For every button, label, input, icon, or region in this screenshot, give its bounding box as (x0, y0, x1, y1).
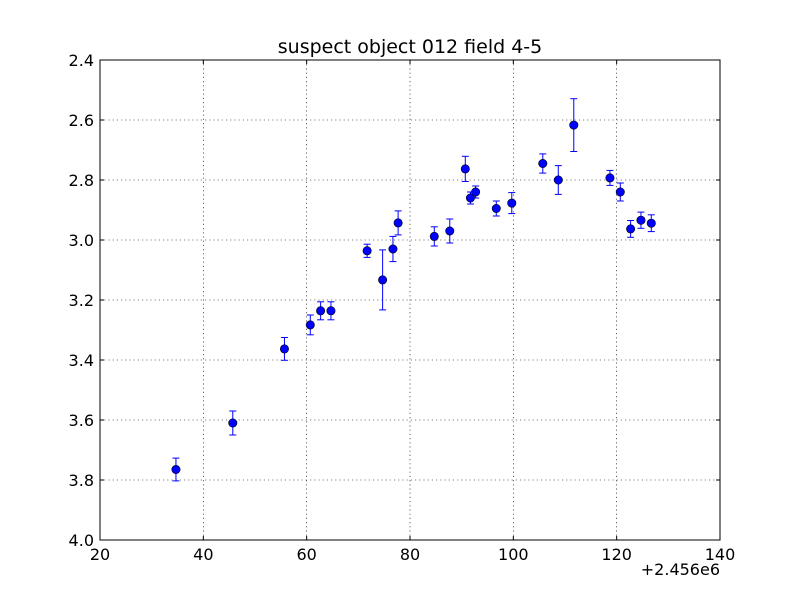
data-point (569, 120, 579, 130)
data-point (605, 173, 615, 183)
x-tick-label: 100 (498, 545, 529, 564)
data-point (326, 306, 336, 316)
data-point (362, 246, 372, 256)
data-point (491, 204, 501, 214)
y-tick-label: 2.6 (69, 111, 94, 130)
data-point (553, 175, 563, 185)
data-point (636, 215, 646, 225)
x-tick-label: 60 (296, 545, 316, 564)
y-tick-label: 3.2 (69, 291, 94, 310)
y-tick-label: 2.8 (69, 171, 94, 190)
chart-title: suspect object 012 field 4-5 (278, 36, 543, 58)
data-point (279, 344, 289, 354)
data-points (171, 98, 656, 482)
data-point (228, 418, 238, 428)
data-point (460, 164, 470, 174)
data-point (471, 187, 481, 197)
grid (100, 60, 720, 540)
data-point (445, 226, 455, 236)
x-tick-label: 120 (601, 545, 632, 564)
data-point (305, 320, 315, 330)
data-point (393, 218, 403, 228)
x-tick-label: 140 (705, 545, 736, 564)
y-tick-label: 3.6 (69, 411, 94, 430)
x-offset-label: +2.456e6 (641, 560, 720, 579)
data-point (171, 464, 181, 474)
data-point (429, 231, 439, 241)
x-tick-label: 80 (400, 545, 420, 564)
y-tick-label: 4.0 (69, 531, 94, 550)
y-tick-label: 3.8 (69, 471, 94, 490)
data-point (626, 224, 636, 234)
data-point (646, 218, 656, 228)
y-tick-label: 2.4 (69, 51, 94, 70)
x-tick-label: 40 (193, 545, 213, 564)
data-point (507, 198, 517, 208)
y-tick-label: 3.0 (69, 231, 94, 250)
y-tick-label: 3.4 (69, 351, 94, 370)
data-point (378, 275, 388, 285)
tick-labels: 20 40 60 80 100 120 140 2.4 2.6 2.8 3.0 3.2 3.4 3.6 3.… (69, 51, 736, 564)
data-point (615, 187, 625, 197)
x-tick-label: 20 (90, 545, 110, 564)
data-point (388, 244, 398, 254)
plot-frame (99, 59, 721, 541)
data-point (538, 159, 548, 169)
data-point (316, 306, 326, 316)
